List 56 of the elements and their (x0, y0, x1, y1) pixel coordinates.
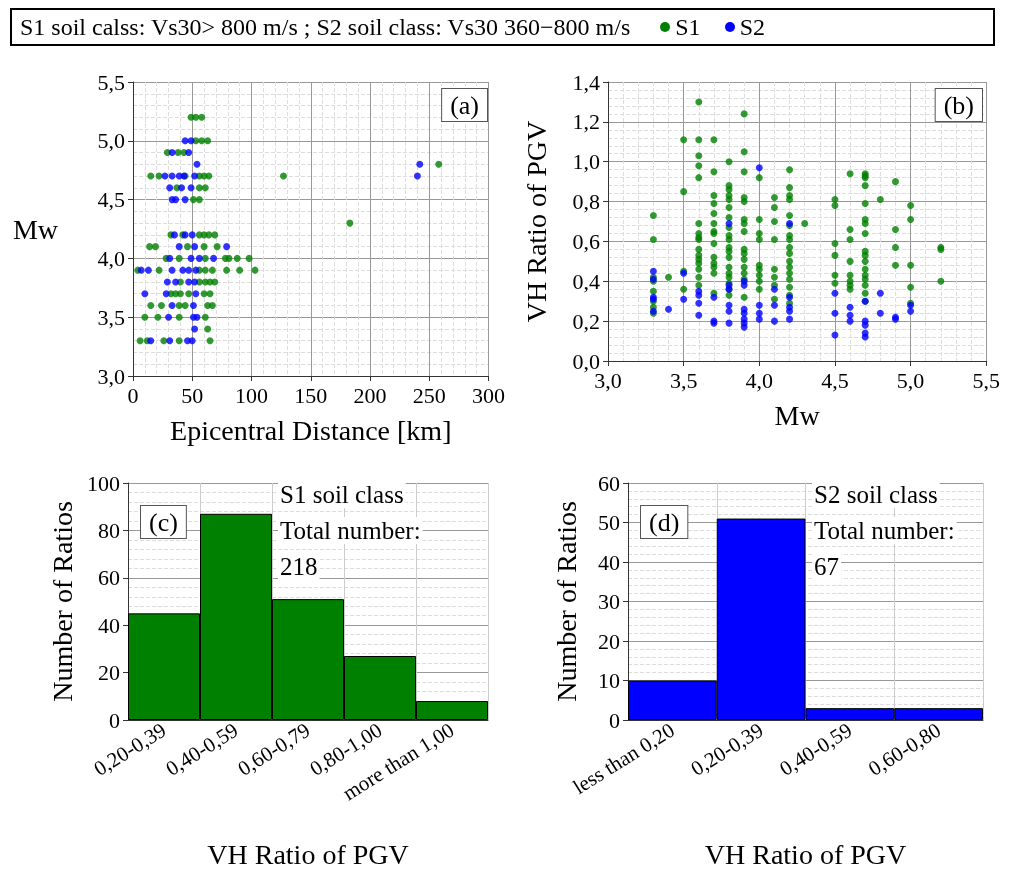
x-axis-title: VH Ratio of PGV (704, 838, 907, 870)
y-tick-label: 50 (598, 510, 620, 535)
legend-title: S1 soil calss: Vs30> 800 m/s ; S2 soil class: Vs30 360−800 m/s (20, 13, 631, 41)
annotation: (c) (149, 507, 178, 537)
annotation: S2 soil class (814, 481, 938, 508)
y-tick-label: 40 (98, 612, 120, 638)
y-tick-label: 1,2 (572, 109, 600, 135)
annotation: Total number: (814, 517, 955, 544)
x-tick-label: 300 (472, 382, 505, 408)
x-axis-title: Mw (774, 399, 821, 431)
legend-label: S1 (675, 13, 701, 41)
x-axis-title: Epicentral Distance [km] (170, 414, 452, 446)
x-tick-label: 5,0 (896, 367, 925, 393)
y-axis-title: Mw (12, 213, 59, 245)
annotation: S1 soil class (280, 481, 404, 508)
y-tick-label: 5,5 (97, 69, 125, 95)
y-tick-label: 60 (98, 565, 120, 591)
x-tick-label: 50 (181, 382, 204, 408)
x-tick-label: 200 (353, 382, 387, 408)
x-tick-label: 4,5 (821, 367, 849, 393)
y-tick-label: 1,4 (572, 69, 600, 95)
y-axis-title: Number of Ratios (46, 501, 78, 702)
annotation: (b) (943, 90, 975, 120)
y-tick-label: 4,5 (97, 187, 125, 213)
x-tick-label: 5,5 (972, 367, 1000, 393)
x-tick-label: 4,0 (745, 367, 774, 393)
annotation: (d) (649, 507, 680, 537)
y-tick-label: 0,6 (572, 228, 600, 254)
y-tick-label: 0,4 (572, 268, 600, 294)
x-tick-label: 3,5 (669, 367, 698, 393)
annotation: 218 (280, 553, 318, 580)
y-tick-label: 3,5 (97, 304, 125, 330)
y-tick-label: 100 (87, 470, 120, 496)
y-tick-label: 20 (598, 628, 620, 654)
y-tick-label: 1,0 (572, 149, 600, 175)
y-axis-title: VH Ratio of PGV (520, 120, 552, 323)
y-tick-label: 0,2 (572, 308, 600, 334)
y-tick-label: 60 (598, 470, 620, 496)
y-tick-label: 40 (598, 549, 620, 575)
x-axis-title: VH Ratio of PGV (207, 838, 409, 870)
y-tick-label: 0,8 (572, 189, 600, 215)
x-tick-label: 250 (412, 382, 446, 408)
y-tick-label: 20 (98, 660, 120, 686)
y-tick-label: 5,0 (97, 128, 125, 154)
y-tick-label: 0,0 (572, 348, 600, 374)
annotation: Total number: (280, 517, 421, 544)
annotation: (a) (450, 90, 479, 120)
x-tick-label: 150 (294, 382, 328, 408)
legend-label: S2 (739, 13, 765, 41)
annotation: 67 (814, 553, 839, 580)
y-tick-label: 30 (598, 589, 620, 614)
y-axis-title: Number of Ratios (550, 501, 582, 702)
x-tick-label: 100 (235, 382, 268, 408)
y-tick-label: 4,0 (97, 245, 125, 271)
y-tick-label: 10 (598, 668, 620, 693)
y-tick-label: 80 (98, 517, 120, 543)
